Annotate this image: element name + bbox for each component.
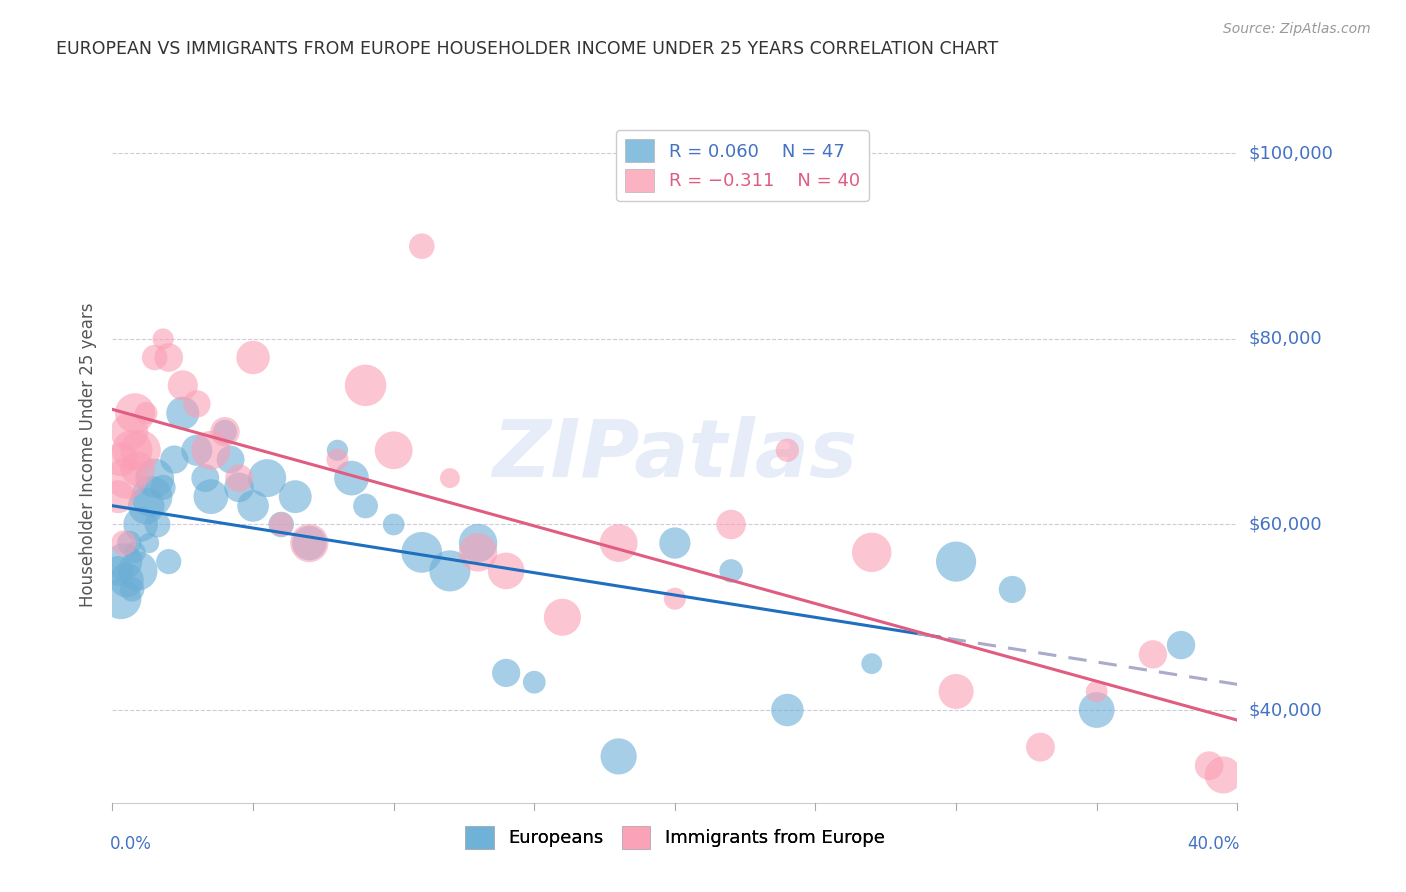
Point (107, 564, 129, 578)
Text: 0.0%: 0.0% (110, 835, 152, 854)
Point (1029, 740, 1052, 755)
Point (1142, 648, 1164, 662)
Point (945, 684, 967, 698)
Point (551, 610, 574, 624)
Text: $60,000: $60,000 (1249, 516, 1322, 533)
Point (1085, 684, 1108, 698)
Point (127, 462, 149, 476)
Point (138, 536, 160, 550)
Point (129, 517, 152, 532)
Point (607, 749, 630, 764)
Point (110, 452, 132, 467)
Point (121, 443, 143, 458)
Point (354, 378, 377, 392)
Point (411, 239, 433, 253)
Point (186, 443, 208, 458)
Point (945, 555, 967, 569)
Point (523, 675, 546, 690)
Point (720, 517, 742, 532)
Point (776, 703, 799, 717)
Point (163, 452, 186, 467)
Point (214, 425, 236, 439)
Point (720, 564, 742, 578)
Point (354, 499, 377, 513)
Point (664, 536, 686, 550)
Point (860, 657, 883, 671)
Point (1212, 768, 1234, 782)
Point (495, 665, 517, 680)
Point (495, 564, 517, 578)
Point (776, 443, 799, 458)
Point (115, 573, 138, 587)
Point (439, 471, 461, 485)
Point (124, 406, 146, 420)
Point (467, 545, 489, 559)
Point (194, 471, 217, 485)
Point (107, 490, 129, 504)
Point (1198, 758, 1220, 772)
Point (270, 517, 292, 532)
Point (411, 545, 433, 559)
Y-axis label: Householder Income Under 25 years: Householder Income Under 25 years (79, 302, 97, 607)
Point (135, 499, 157, 513)
Text: $100,000: $100,000 (1249, 145, 1333, 162)
Point (115, 471, 138, 485)
Point (242, 499, 264, 513)
Text: Source: ZipAtlas.com: Source: ZipAtlas.com (1223, 22, 1371, 37)
Point (143, 351, 166, 365)
Text: $80,000: $80,000 (1249, 330, 1322, 348)
Point (121, 582, 143, 597)
Point (118, 425, 141, 439)
Point (219, 452, 242, 467)
Point (143, 471, 166, 485)
Legend: Europeans, Immigrants from Europe: Europeans, Immigrants from Europe (458, 819, 891, 856)
Point (256, 471, 278, 485)
Point (118, 536, 141, 550)
Point (298, 536, 321, 550)
Point (228, 480, 250, 494)
Point (664, 591, 686, 606)
Point (270, 517, 292, 532)
Text: 40.0%: 40.0% (1188, 835, 1240, 854)
Point (141, 490, 163, 504)
Point (112, 536, 135, 550)
Point (124, 545, 146, 559)
Point (326, 443, 349, 458)
Point (1085, 703, 1108, 717)
Point (172, 406, 194, 420)
Point (129, 443, 152, 458)
Point (340, 471, 363, 485)
Point (186, 397, 208, 411)
Point (110, 591, 132, 606)
Point (860, 545, 883, 559)
Text: EUROPEAN VS IMMIGRANTS FROM EUROPE HOUSEHOLDER INCOME UNDER 25 YEARS CORRELATION: EUROPEAN VS IMMIGRANTS FROM EUROPE HOUSE… (56, 40, 998, 58)
Point (152, 332, 174, 346)
Point (467, 536, 489, 550)
Point (284, 490, 307, 504)
Point (1170, 638, 1192, 652)
Text: ZIPatlas: ZIPatlas (492, 416, 858, 494)
Text: $40,000: $40,000 (1249, 701, 1322, 719)
Point (152, 480, 174, 494)
Point (1001, 582, 1024, 597)
Point (439, 564, 461, 578)
Point (135, 406, 157, 420)
Point (607, 536, 630, 550)
Point (127, 564, 149, 578)
Point (242, 351, 264, 365)
Point (157, 351, 180, 365)
Point (298, 536, 321, 550)
Point (214, 425, 236, 439)
Point (172, 378, 194, 392)
Point (146, 517, 169, 532)
Point (382, 443, 405, 458)
Point (112, 555, 135, 569)
Point (326, 452, 349, 467)
Point (382, 517, 405, 532)
Point (157, 555, 180, 569)
Point (200, 443, 222, 458)
Point (200, 490, 222, 504)
Point (228, 471, 250, 485)
